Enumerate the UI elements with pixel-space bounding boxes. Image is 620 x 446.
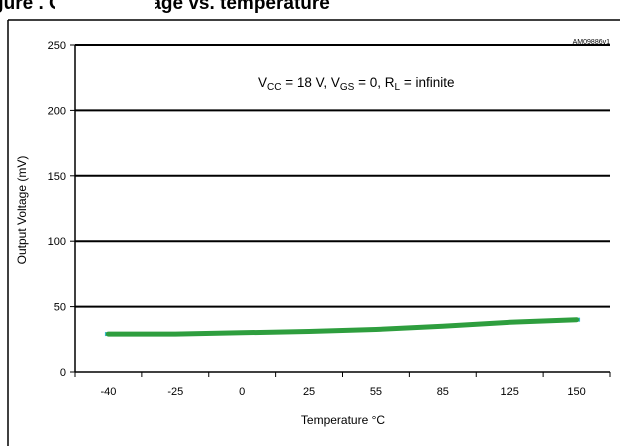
annotation-text: V	[258, 75, 267, 90]
x-tick-label: 85	[437, 386, 449, 398]
y-tick-label: 50	[54, 302, 66, 314]
series-line	[105, 317, 580, 337]
x-tick-label: 55	[370, 386, 382, 398]
annotation-subscript: GS	[340, 82, 355, 93]
title-mask	[55, 0, 155, 14]
y-tick-label: 100	[48, 236, 66, 248]
figure-id-label: AM09886v1	[573, 39, 610, 46]
annotation-subscript: CC	[267, 82, 281, 93]
axis-layer: 0 50 100 150 200 250 -40 -25 0 25 55 85 125 150	[48, 40, 611, 398]
annotation-text: = 0, R	[354, 75, 394, 90]
figure-title-fragment: gure . Output voltage vs. temperature	[0, 0, 330, 14]
x-tick-label: 150	[567, 386, 585, 398]
grid-layer	[75, 44, 610, 308]
x-tick-label: -25	[167, 386, 183, 398]
condition-annotation: VCC = 18 V, VGS = 0, RL = infinite	[258, 75, 455, 93]
x-tick-label: 25	[303, 386, 315, 398]
x-tick-label: -40	[100, 386, 116, 398]
y-tick-label: 250	[48, 40, 66, 52]
annotation-subscript: L	[395, 82, 401, 93]
y-tick-label: 0	[60, 367, 66, 379]
y-axis-label: Output Voltage (mV)	[15, 156, 29, 265]
annotation-text: = 18 V, V	[281, 75, 339, 90]
y-tick-label: 150	[48, 171, 66, 183]
x-tick-label: 125	[501, 386, 519, 398]
x-tick-label: 0	[239, 386, 245, 398]
annotation-text: = infinite	[400, 75, 454, 90]
x-axis-label: Temperature °C	[301, 413, 385, 427]
y-tick-label: 200	[48, 105, 66, 117]
series-layer	[104, 317, 581, 337]
